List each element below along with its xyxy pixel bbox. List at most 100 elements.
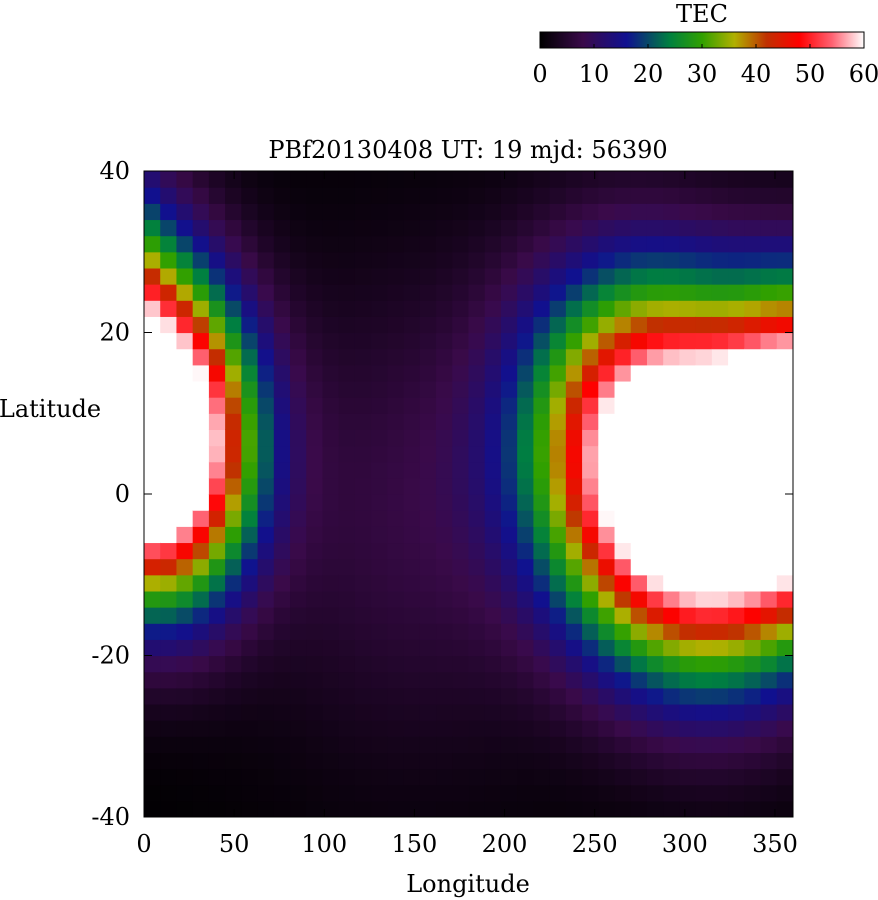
heatmap-cell bbox=[663, 267, 681, 285]
heatmap-cell bbox=[728, 332, 745, 350]
heatmap-cell bbox=[582, 607, 599, 624]
heatmap-cell bbox=[565, 461, 583, 479]
heatmap-cell bbox=[419, 607, 437, 624]
heatmap-cell bbox=[225, 655, 242, 673]
heatmap-cell bbox=[338, 768, 356, 786]
heatmap-cell bbox=[646, 736, 664, 753]
heatmap-cell bbox=[630, 267, 648, 285]
heatmap-cell bbox=[565, 397, 583, 414]
heatmap-cell bbox=[436, 461, 453, 479]
heatmap-cell bbox=[549, 267, 567, 285]
heatmap-cell bbox=[354, 703, 372, 721]
heatmap-cell bbox=[565, 784, 583, 802]
heatmap-cell bbox=[160, 267, 178, 285]
heatmap-cell bbox=[403, 590, 421, 608]
heatmap-cell bbox=[744, 461, 762, 479]
heatmap-cell bbox=[371, 590, 388, 608]
heatmap-cell bbox=[565, 267, 583, 285]
heatmap-cell bbox=[144, 235, 161, 253]
heatmap-cell bbox=[663, 720, 681, 737]
heatmap-cell bbox=[468, 203, 486, 221]
heatmap-cell bbox=[192, 445, 210, 463]
heatmap-cell bbox=[160, 171, 178, 188]
heatmap-cell bbox=[241, 736, 259, 753]
heatmap-cell bbox=[468, 526, 486, 544]
heatmap-cell bbox=[241, 477, 259, 495]
heatmap-cell bbox=[614, 397, 632, 414]
heatmap-cell bbox=[500, 187, 518, 204]
heatmap-cell bbox=[144, 720, 161, 737]
heatmap-cell bbox=[646, 300, 664, 317]
heatmap-cell bbox=[663, 800, 681, 817]
heatmap-cell bbox=[192, 784, 210, 802]
heatmap-cell bbox=[241, 655, 259, 673]
heatmap-cell bbox=[728, 461, 745, 479]
heatmap-cell bbox=[711, 445, 729, 463]
heatmap-cell bbox=[695, 623, 713, 640]
heatmap-cell bbox=[549, 477, 567, 495]
heatmap-cell bbox=[403, 267, 421, 285]
heatmap-cell bbox=[484, 251, 502, 269]
heatmap-cell bbox=[744, 671, 762, 689]
heatmap-cell bbox=[760, 267, 778, 285]
heatmap-cell bbox=[192, 461, 210, 479]
heatmap-cell bbox=[322, 332, 340, 350]
heatmap-cell bbox=[290, 187, 307, 204]
heatmap-cell bbox=[436, 607, 453, 624]
heatmap-cell bbox=[403, 235, 421, 253]
heatmap-cell bbox=[744, 477, 762, 495]
heatmap-cell bbox=[711, 639, 729, 657]
heatmap-cell bbox=[517, 526, 534, 544]
heatmap-cell bbox=[273, 542, 291, 560]
heatmap-cell bbox=[598, 768, 616, 786]
heatmap-cell bbox=[208, 703, 226, 721]
heatmap-cell bbox=[354, 332, 372, 350]
heatmap-cell bbox=[695, 671, 713, 689]
heatmap-cell bbox=[582, 364, 599, 382]
heatmap-cell bbox=[338, 284, 356, 301]
heatmap-cell bbox=[322, 267, 340, 285]
heatmap-cell bbox=[695, 510, 713, 527]
heatmap-cell bbox=[354, 800, 372, 817]
heatmap-cell bbox=[257, 219, 275, 237]
heatmap-cell bbox=[225, 703, 242, 721]
heatmap-cell bbox=[598, 703, 616, 721]
heatmap-cell bbox=[598, 736, 616, 753]
heatmap-cell bbox=[533, 284, 551, 301]
heatmap-cell bbox=[484, 380, 502, 398]
heatmap-cell bbox=[436, 477, 453, 495]
heatmap-cell bbox=[549, 171, 567, 188]
heatmap-cell bbox=[452, 267, 470, 285]
heatmap-cell bbox=[695, 380, 713, 398]
heatmap-cell bbox=[306, 364, 324, 382]
heatmap-cell bbox=[614, 526, 632, 544]
heatmap-cell bbox=[241, 445, 259, 463]
heatmap-cell bbox=[565, 171, 583, 188]
heatmap-cell bbox=[354, 494, 372, 511]
heatmap-cell bbox=[452, 187, 470, 204]
heatmap-cell bbox=[241, 768, 259, 786]
heatmap-cell bbox=[273, 655, 291, 673]
heatmap-cell bbox=[144, 768, 161, 786]
heatmap-cell bbox=[208, 429, 226, 447]
heatmap-cell bbox=[630, 380, 648, 398]
heatmap-cell bbox=[257, 284, 275, 301]
heatmap-cell bbox=[419, 671, 437, 689]
heatmap-cell bbox=[646, 623, 664, 640]
x-axis: 0 50 100 150 200 250 300 350 bbox=[136, 171, 798, 858]
heatmap-cell bbox=[192, 526, 210, 544]
heatmap-cell bbox=[208, 639, 226, 657]
heatmap-cell bbox=[387, 300, 405, 317]
heatmap-cell bbox=[160, 397, 178, 414]
heatmap-cell bbox=[403, 380, 421, 398]
heatmap-cell bbox=[565, 380, 583, 398]
heatmap-cell bbox=[776, 316, 793, 334]
heatmap-cell bbox=[679, 623, 697, 640]
heatmap-cell bbox=[776, 171, 793, 188]
heatmap-cell bbox=[354, 510, 372, 527]
heatmap-cell bbox=[371, 736, 388, 753]
heatmap-cell bbox=[403, 526, 421, 544]
heatmap-cell bbox=[744, 800, 762, 817]
heatmap-cell bbox=[679, 526, 697, 544]
heatmap-cell bbox=[468, 429, 486, 447]
